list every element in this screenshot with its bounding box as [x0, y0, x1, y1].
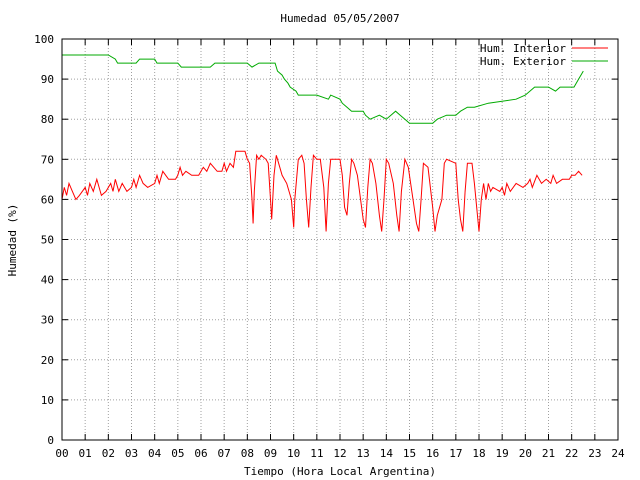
- y-tick-label: 60: [41, 193, 54, 206]
- x-tick-label: 02: [102, 447, 115, 460]
- y-tick-label: 0: [47, 434, 54, 447]
- y-tick-label: 100: [34, 33, 54, 46]
- legend-label: Hum. Interior: [480, 42, 566, 55]
- y-tick-label: 80: [41, 113, 54, 126]
- axes: 0 10 20 30 40 50 60 70 80 90 100 00 01 02 03 04 05 06 07 08…: [34, 33, 625, 460]
- x-tick-label: 19: [496, 447, 509, 460]
- y-tick-label: 70: [41, 153, 54, 166]
- legend-label: Hum. Exterior: [480, 55, 566, 68]
- x-tick-label: 12: [333, 447, 346, 460]
- x-tick-label: 24: [611, 447, 625, 460]
- y-tick-label: 10: [41, 394, 54, 407]
- y-tick-label: 90: [41, 73, 54, 86]
- x-tick-label: 15: [403, 447, 416, 460]
- x-tick-label: 07: [218, 447, 231, 460]
- y-axis-label: Humedad (%): [6, 204, 19, 277]
- x-tick-label: 06: [194, 447, 207, 460]
- y-tick-label: 40: [41, 274, 54, 287]
- x-tick-label: 21: [542, 447, 555, 460]
- y-tick-label: 50: [41, 234, 54, 247]
- x-tick-label: 18: [472, 447, 485, 460]
- x-tick-label: 11: [310, 447, 323, 460]
- x-tick-label: 01: [79, 447, 92, 460]
- y-tick-label: 30: [41, 314, 54, 327]
- series-line-interior: [61, 150, 583, 232]
- x-tick-label: 23: [588, 447, 601, 460]
- x-tick-label: 05: [171, 447, 184, 460]
- x-tick-label: 14: [380, 447, 394, 460]
- x-tick-label: 22: [565, 447, 578, 460]
- x-tick-label: 08: [241, 447, 254, 460]
- x-tick-label: 20: [519, 447, 532, 460]
- series-layer: [61, 54, 584, 232]
- plot-frame: [61, 38, 619, 441]
- x-tick-label: 03: [125, 447, 138, 460]
- x-tick-label: 09: [264, 447, 277, 460]
- x-tick-label: 10: [287, 447, 300, 460]
- x-tick-label: 04: [148, 447, 162, 460]
- grid: [62, 39, 618, 440]
- x-tick-label: 00: [55, 447, 68, 460]
- x-tick-label: 16: [426, 447, 439, 460]
- y-tick-label: 20: [41, 354, 54, 367]
- chart-title: Humedad 05/05/2007: [280, 12, 399, 25]
- x-axis-label: Tiempo (Hora Local Argentina): [244, 465, 436, 478]
- x-tick-label: 17: [449, 447, 462, 460]
- series-line-exterior: [62, 54, 584, 124]
- x-tick-label: 13: [357, 447, 370, 460]
